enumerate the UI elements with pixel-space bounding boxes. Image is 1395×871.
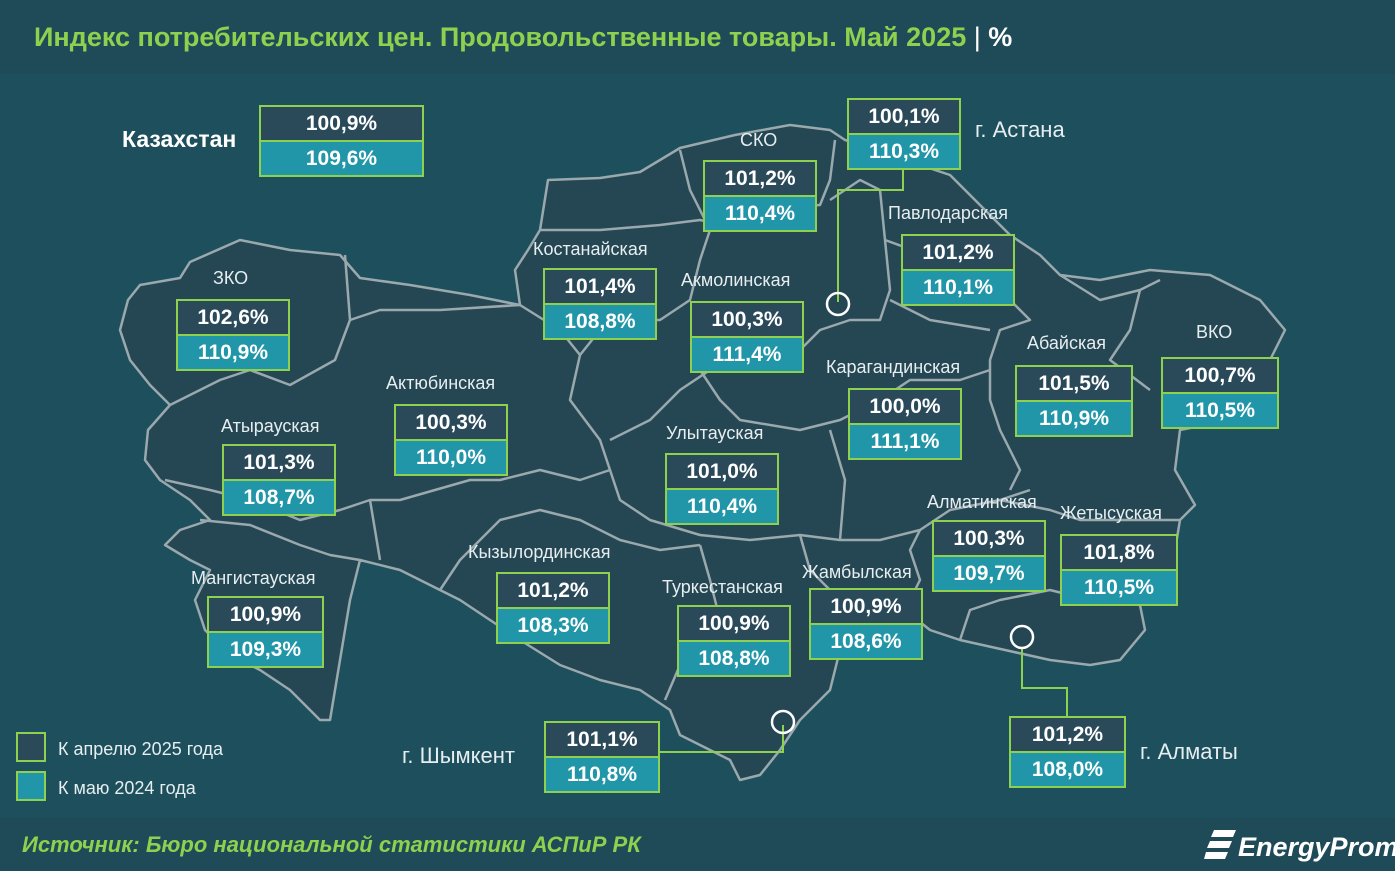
- value-box-sko: 101,2% 110,4%: [703, 160, 817, 232]
- region-label-karaganda: Карагандинская: [826, 357, 961, 377]
- astana-m2m: 100,1%: [849, 100, 959, 135]
- region-label-atyrau: Атырауская: [221, 416, 320, 436]
- akmola-y2y: 111,4%: [692, 338, 802, 371]
- value-box-zhetysu: 101,8% 110,5%: [1060, 534, 1178, 606]
- pavlodar-y2y: 110,1%: [903, 271, 1013, 304]
- region-label-zko: ЗКО: [213, 268, 249, 288]
- almaty-city-y2y: 108,0%: [1011, 753, 1124, 786]
- mangystau-m2m: 100,9%: [209, 598, 322, 633]
- ulytau-y2y: 110,4%: [667, 490, 777, 523]
- value-box-shymkent: 101,1% 110,8%: [544, 721, 660, 793]
- value-box-akmola: 100,3% 111,4%: [690, 301, 804, 373]
- pavlodar-m2m: 101,2%: [903, 236, 1013, 271]
- value-box-turkestan: 100,9% 108,8%: [677, 605, 791, 677]
- value-box-pavlodar: 101,2% 110,1%: [901, 234, 1015, 306]
- region-label-kostanay: Костанайская: [533, 239, 648, 259]
- almaty-city-m2m: 101,2%: [1011, 718, 1124, 753]
- value-box-astana: 100,1% 110,3%: [847, 98, 961, 170]
- vko-m2m: 100,7%: [1163, 359, 1277, 394]
- almaty-marker: [1009, 624, 1035, 650]
- region-label-sko: СКО: [740, 130, 778, 150]
- region-label-astana: г. Астана: [975, 117, 1065, 142]
- value-box-zhambyl: 100,9% 108,6%: [809, 588, 923, 660]
- kazakhstan-y2y: 109,6%: [261, 142, 422, 175]
- value-box-vko: 100,7% 110,5%: [1161, 357, 1279, 429]
- astana-marker: [825, 291, 851, 317]
- value-box-abai: 101,5% 110,9%: [1015, 365, 1133, 437]
- almaty-region-m2m: 100,3%: [934, 522, 1044, 557]
- value-box-zko: 102,6% 110,9%: [176, 299, 290, 371]
- kazakhstan-m2m: 100,9%: [261, 107, 422, 142]
- header-bar: [0, 0, 1395, 74]
- kostanay-m2m: 101,4%: [545, 270, 655, 305]
- value-box-aktobe: 100,3% 110,0%: [394, 404, 508, 476]
- region-label-zhambyl: Жамбылская: [802, 562, 912, 582]
- aktobe-m2m: 100,3%: [396, 406, 506, 441]
- almaty-connector: [1021, 648, 1068, 718]
- aktobe-y2y: 110,0%: [396, 441, 506, 474]
- turkestan-y2y: 108,8%: [679, 642, 789, 675]
- region-label-pavlodar: Павлодарская: [888, 203, 1008, 223]
- energyprom-logo-icon: [1204, 830, 1236, 859]
- zko-m2m: 102,6%: [178, 301, 288, 336]
- region-label-zhetysu: Жетысуская: [1060, 503, 1162, 523]
- region-label-mangystau: Мангистауская: [191, 568, 316, 588]
- akmola-m2m: 100,3%: [692, 303, 802, 338]
- atyrau-y2y: 108,7%: [224, 481, 334, 514]
- sko-m2m: 101,2%: [705, 162, 815, 197]
- region-label-abai: Абайская: [1027, 333, 1106, 353]
- vko-y2y: 110,5%: [1163, 394, 1277, 427]
- astana-connector: [837, 165, 904, 302]
- source-note: Источник: Бюро национальной статистики А…: [22, 832, 641, 857]
- mangystau-y2y: 109,3%: [209, 633, 322, 666]
- value-box-almaty-region: 100,3% 109,7%: [932, 520, 1046, 592]
- turkestan-m2m: 100,9%: [679, 607, 789, 642]
- shymkent-y2y: 110,8%: [546, 758, 658, 791]
- kostanay-y2y: 108,8%: [545, 305, 655, 338]
- shymkent-marker: [770, 709, 796, 735]
- atyrau-m2m: 101,3%: [224, 446, 334, 481]
- region-label-aktobe: Актюбинская: [386, 373, 496, 393]
- value-box-karaganda: 100,0% 111,1%: [848, 388, 962, 460]
- region-label-turkestan: Туркестанская: [662, 577, 783, 597]
- kyzylorda-y2y: 108,3%: [498, 609, 608, 642]
- karaganda-m2m: 100,0%: [850, 390, 960, 425]
- page-title: Индекс потребительских цен. Продовольств…: [34, 22, 1013, 52]
- region-label-akmola: Акмолинская: [681, 270, 791, 290]
- value-box-ulytau: 101,0% 110,4%: [665, 453, 779, 525]
- region-label-vko: ВКО: [1196, 322, 1233, 342]
- zhambyl-m2m: 100,9%: [811, 590, 921, 625]
- almaty-region-y2y: 109,7%: [934, 557, 1044, 590]
- abai-m2m: 101,5%: [1017, 367, 1131, 402]
- region-label-almaty-region: Алматинская: [927, 492, 1037, 512]
- legend-label-y2y: К маю 2024 года: [58, 778, 196, 798]
- karaganda-y2y: 111,1%: [850, 425, 960, 458]
- kazakhstan-value-box: 100,9% 109,6%: [259, 105, 424, 177]
- value-box-almaty-city: 101,2% 108,0%: [1009, 716, 1126, 788]
- footer-bar: [0, 818, 1395, 871]
- sko-y2y: 110,4%: [705, 197, 815, 230]
- value-box-kostanay: 101,4% 108,8%: [543, 268, 657, 340]
- region-label-kyzylorda: Кызылординская: [468, 542, 611, 562]
- shymkent-m2m: 101,1%: [546, 723, 658, 758]
- brand-name: EnergyProm: [1238, 832, 1395, 862]
- region-label-ulytau: Улытауская: [666, 423, 764, 443]
- kazakhstan-label: Казахстан: [122, 126, 237, 152]
- legend-swatch-m2m: [16, 732, 46, 762]
- legend-swatch-y2y: [16, 771, 46, 801]
- zko-y2y: 110,9%: [178, 336, 288, 369]
- zhetysu-y2y: 110,5%: [1062, 571, 1176, 604]
- ulytau-m2m: 101,0%: [667, 455, 777, 490]
- zhetysu-m2m: 101,8%: [1062, 536, 1176, 571]
- value-box-atyrau: 101,3% 108,7%: [222, 444, 336, 516]
- region-label-shymkent: г. Шымкент: [402, 743, 515, 768]
- legend-label-m2m: К апрелю 2025 года: [58, 739, 224, 759]
- value-box-kyzylorda: 101,2% 108,3%: [496, 572, 610, 644]
- region-label-almaty-city: г. Алматы: [1140, 739, 1238, 764]
- abai-y2y: 110,9%: [1017, 402, 1131, 435]
- astana-y2y: 110,3%: [849, 135, 959, 168]
- zhambyl-y2y: 108,6%: [811, 625, 921, 658]
- kyzylorda-m2m: 101,2%: [498, 574, 608, 609]
- value-box-mangystau: 100,9% 109,3%: [207, 596, 324, 668]
